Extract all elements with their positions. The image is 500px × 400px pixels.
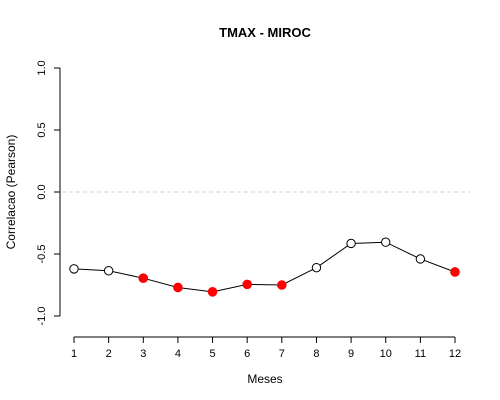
y-tick-label: -0.5: [36, 245, 48, 264]
data-point: [103, 266, 114, 276]
x-axis-label: Meses: [247, 372, 282, 386]
y-tick-label: 0.0: [36, 184, 48, 199]
x-tick-label: 6: [244, 348, 250, 360]
x-tick-label: 7: [279, 348, 285, 360]
data-point: [311, 262, 322, 273]
x-tick-label: 9: [348, 348, 354, 360]
x-tick-label: 8: [313, 348, 319, 360]
x-tick-label: 1: [71, 348, 77, 360]
data-point: [381, 237, 391, 247]
data-point-highlighted: [450, 267, 460, 277]
data-point-highlighted: [207, 287, 218, 297]
plot-layer: -1.0-0.50.00.51.01 2 3 4 5 6 7 8 9 10 11 12: [36, 60, 470, 360]
x-tick-label: 10: [380, 348, 392, 360]
y-tick-label: 1.0: [36, 60, 48, 75]
x-tick-label: 12: [449, 348, 461, 360]
x-tick-label: 4: [175, 348, 181, 360]
data-point-highlighted: [138, 273, 149, 283]
data-point-highlighted: [173, 282, 183, 293]
y-axis-label: Correlacao (Pearson): [4, 135, 18, 250]
x-tick-label: 11: [415, 348, 426, 360]
x-tick-label: 2: [106, 348, 112, 360]
y-tick-label: -1.0: [36, 307, 48, 326]
data-point-highlighted: [277, 280, 287, 290]
x-tick-label: 5: [209, 348, 215, 360]
x-tick-label: 3: [140, 348, 146, 360]
chart-title: TMAX - MIROC: [219, 25, 311, 40]
y-tick-label: 0.5: [36, 122, 48, 137]
data-point: [346, 238, 356, 249]
data-point-highlighted: [242, 279, 252, 290]
data-point: [69, 264, 79, 274]
data-point: [415, 254, 426, 264]
series-line: [73, 241, 456, 293]
